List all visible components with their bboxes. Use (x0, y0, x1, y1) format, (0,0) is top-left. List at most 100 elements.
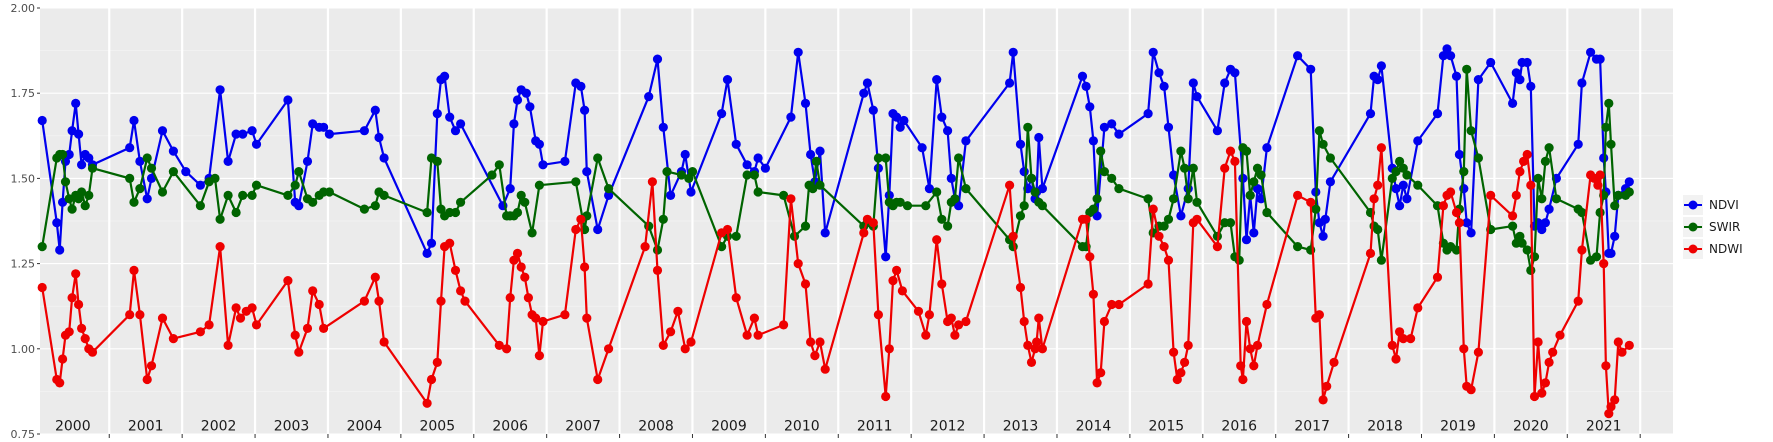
data-point (1555, 330, 1565, 340)
data-point (722, 75, 733, 85)
data-point (1376, 255, 1386, 265)
data-point (525, 102, 535, 112)
data-point (283, 95, 293, 105)
data-point (1225, 218, 1236, 228)
data-point (1373, 224, 1383, 235)
data-point (1376, 143, 1386, 153)
data-point (1114, 129, 1124, 139)
data-point (1107, 119, 1117, 129)
year-label: 2019 (1440, 418, 1476, 434)
data-point (1163, 255, 1174, 265)
data-point (422, 398, 432, 408)
data-point (1402, 170, 1412, 180)
year-label: 2015 (1149, 418, 1185, 434)
data-point (1519, 156, 1529, 166)
data-point (571, 224, 581, 235)
data-point (1249, 361, 1259, 371)
data-point (1595, 170, 1605, 180)
data-point (946, 173, 956, 183)
data-point (157, 313, 168, 323)
data-point (1085, 252, 1095, 262)
data-point (1473, 153, 1483, 163)
data-point (1551, 194, 1561, 204)
data-point (786, 194, 796, 204)
data-point (432, 109, 442, 119)
data-point (946, 313, 956, 323)
data-point (1037, 344, 1047, 354)
data-point (1329, 357, 1339, 367)
data-point (1034, 313, 1044, 323)
data-point (512, 248, 523, 258)
data-point (1306, 64, 1316, 74)
data-point (749, 170, 760, 180)
data-point (1610, 231, 1620, 241)
data-point (374, 296, 384, 306)
data-point (1573, 139, 1583, 149)
data-point (1322, 381, 1332, 391)
data-point (1604, 409, 1614, 419)
data-point (487, 170, 497, 180)
data-point (1114, 184, 1124, 194)
data-point (1454, 149, 1464, 160)
data-point (1220, 78, 1230, 88)
data-point (1595, 54, 1605, 64)
data-point (294, 201, 304, 211)
data-point (1515, 231, 1525, 241)
data-point (157, 126, 168, 136)
year-label: 2017 (1294, 418, 1330, 434)
data-point (125, 143, 135, 153)
y-tick-label: 2.00 (11, 2, 36, 15)
data-point (1398, 334, 1408, 344)
data-point (324, 129, 334, 139)
data-point (1148, 204, 1158, 214)
data-point (921, 201, 931, 211)
data-point (1537, 194, 1547, 204)
data-point (1159, 221, 1169, 231)
data-point (1544, 357, 1554, 367)
data-point (1143, 194, 1153, 204)
data-point (950, 330, 960, 340)
data-point (520, 197, 530, 207)
data-point (1154, 68, 1164, 78)
data-point (1391, 354, 1401, 364)
data-point (749, 313, 760, 323)
data-point (129, 115, 139, 126)
y-tick-label: 0.75 (11, 428, 36, 441)
data-point (215, 242, 225, 252)
data-point (937, 279, 947, 289)
data-point (560, 156, 570, 166)
data-point (210, 173, 220, 183)
data-point (1143, 109, 1153, 119)
data-point (1459, 344, 1469, 354)
data-point (1088, 136, 1098, 146)
data-point (1172, 374, 1182, 385)
data-point (231, 303, 241, 313)
year-label: 2003 (274, 418, 310, 434)
data-point (779, 190, 789, 200)
data-point (1387, 340, 1397, 350)
data-point (806, 149, 816, 160)
data-point (1318, 231, 1328, 241)
data-point (1522, 245, 1532, 255)
data-point (450, 207, 461, 218)
data-point (319, 323, 329, 333)
data-point (753, 330, 763, 340)
data-point (1023, 122, 1033, 132)
data-point (308, 197, 318, 207)
data-point (731, 139, 741, 149)
data-point (1077, 71, 1088, 81)
data-point (1212, 242, 1222, 252)
data-point (1595, 207, 1605, 218)
data-point (251, 180, 262, 190)
data-point (647, 177, 658, 187)
data-point (932, 187, 942, 197)
data-point (80, 201, 90, 211)
data-point (379, 190, 389, 200)
data-point (1613, 190, 1623, 200)
data-point (1019, 167, 1029, 177)
data-point (1573, 296, 1583, 306)
data-point (652, 265, 663, 275)
data-point (58, 149, 68, 160)
data-point (1225, 146, 1236, 156)
y-tick-label: 1.75 (11, 87, 36, 100)
